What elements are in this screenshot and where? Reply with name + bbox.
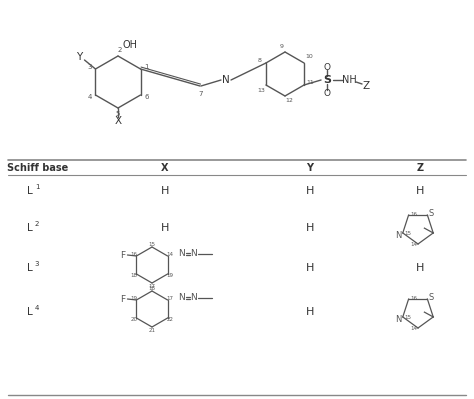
Text: 18: 18: [148, 286, 155, 290]
Text: N: N: [190, 249, 197, 259]
Text: S: S: [429, 209, 434, 217]
Text: N: N: [178, 249, 185, 259]
Text: X: X: [161, 163, 169, 173]
Text: NH: NH: [342, 75, 356, 85]
Text: H: H: [416, 186, 424, 196]
Text: 7: 7: [199, 91, 203, 97]
Text: L: L: [27, 223, 33, 233]
Text: 15: 15: [404, 231, 411, 237]
Text: H: H: [306, 223, 314, 233]
Text: F: F: [120, 294, 125, 304]
Text: N: N: [190, 294, 197, 302]
Text: N: N: [222, 75, 230, 85]
Text: 19: 19: [130, 296, 137, 301]
Text: 16: 16: [410, 296, 417, 300]
Text: 9: 9: [280, 43, 284, 49]
Text: L: L: [27, 307, 33, 317]
Text: 14: 14: [166, 252, 173, 257]
Text: O: O: [324, 89, 330, 97]
Text: L: L: [27, 263, 33, 273]
Text: 3: 3: [87, 64, 92, 70]
Text: 14: 14: [410, 241, 418, 247]
Text: 8: 8: [258, 57, 262, 63]
Text: L: L: [27, 186, 33, 196]
Text: H: H: [306, 263, 314, 273]
Text: 4: 4: [87, 94, 91, 100]
Text: 2: 2: [35, 221, 39, 227]
Text: 13: 13: [257, 87, 265, 93]
Text: Z: Z: [417, 163, 424, 173]
Text: 17: 17: [166, 296, 173, 301]
Text: Z: Z: [363, 81, 370, 91]
Text: 15: 15: [404, 316, 411, 320]
Text: 10: 10: [305, 55, 313, 59]
Text: H: H: [306, 186, 314, 196]
Text: 16: 16: [410, 211, 417, 217]
Text: H: H: [416, 263, 424, 273]
Text: 17: 17: [148, 284, 155, 288]
Text: X: X: [114, 116, 121, 126]
Text: 1: 1: [144, 64, 149, 70]
Text: H: H: [161, 186, 169, 196]
Text: 2: 2: [118, 47, 122, 53]
Text: 18: 18: [130, 273, 137, 278]
Text: OH: OH: [122, 40, 137, 50]
Text: O: O: [324, 63, 330, 71]
Text: H: H: [161, 223, 169, 233]
Text: 19: 19: [166, 273, 173, 278]
Text: 11: 11: [306, 81, 314, 85]
Text: Y: Y: [307, 163, 313, 173]
Text: 6: 6: [144, 94, 149, 100]
Text: 20: 20: [130, 317, 137, 322]
Text: 14: 14: [410, 326, 418, 330]
Text: 22: 22: [166, 317, 173, 322]
Text: S: S: [429, 292, 434, 302]
Text: Schiff base: Schiff base: [8, 163, 69, 173]
Text: Y: Y: [76, 52, 82, 62]
Text: 15: 15: [148, 241, 155, 247]
Text: H: H: [306, 307, 314, 317]
Text: 12: 12: [285, 99, 293, 103]
Text: 21: 21: [148, 328, 155, 332]
Text: 16: 16: [130, 252, 137, 257]
Text: 5: 5: [116, 111, 120, 117]
Text: S: S: [323, 75, 331, 85]
Text: N: N: [396, 316, 402, 324]
Text: 1: 1: [35, 184, 39, 190]
Text: F: F: [120, 251, 125, 259]
Text: 4: 4: [35, 305, 39, 311]
Text: N: N: [396, 231, 402, 241]
Text: N: N: [178, 294, 185, 302]
Text: 3: 3: [35, 261, 39, 267]
